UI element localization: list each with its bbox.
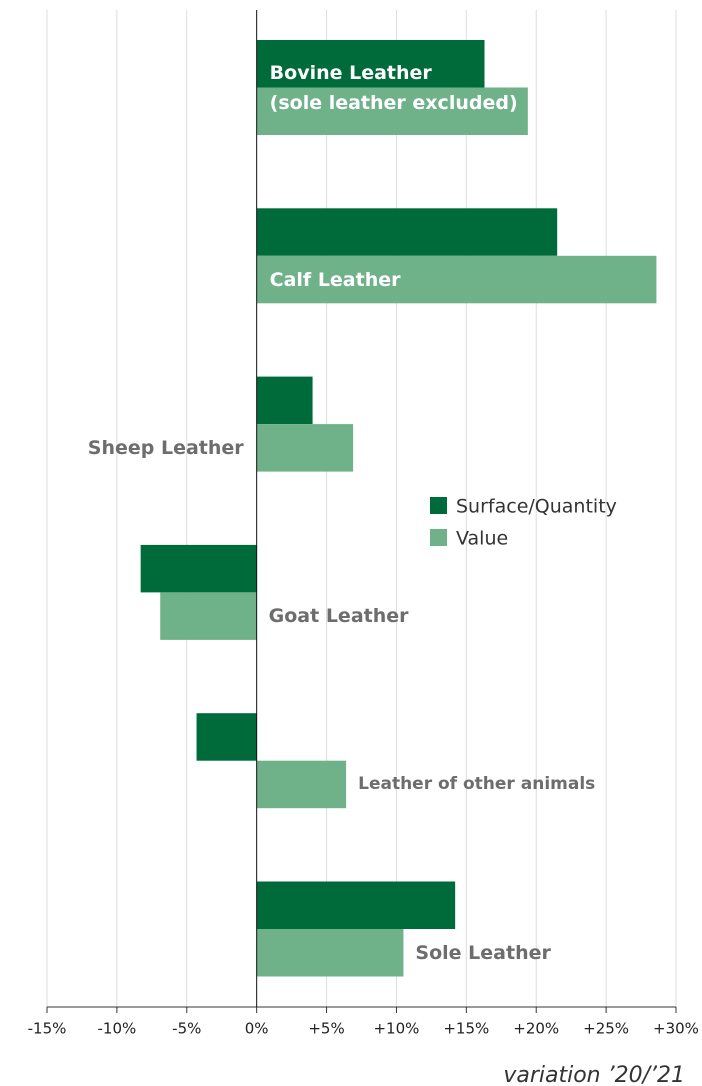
bar: [140, 544, 257, 593]
bar: [256, 255, 657, 304]
x-tick-label: +30%: [653, 1020, 699, 1038]
category-label: Leather of other animals: [358, 774, 596, 795]
bar: [256, 87, 528, 135]
x-tick-label: +20%: [513, 1020, 559, 1038]
category-label: Calf Leather: [269, 268, 401, 291]
bar: [256, 40, 485, 88]
x-tick-label: -10%: [98, 1020, 137, 1038]
bar: [256, 881, 456, 929]
x-tick-label: +15%: [443, 1020, 489, 1038]
bar: [256, 424, 354, 472]
x-tick-label: +10%: [373, 1020, 419, 1038]
x-tick-label: +25%: [583, 1020, 629, 1038]
x-axis-label: variation ’20/’21: [503, 1063, 685, 1086]
bar: [256, 376, 313, 425]
x-tick-label: 0%: [245, 1020, 269, 1038]
category-label: Goat Leather: [268, 605, 409, 628]
legend-swatch: [430, 529, 447, 546]
category-label: Sole Leather: [415, 941, 551, 964]
bar: [256, 929, 404, 977]
legend-label: Surface/Quantity: [456, 496, 617, 518]
bar: [256, 208, 558, 256]
bar: [160, 592, 257, 640]
bar: [256, 760, 347, 809]
category-label: Sheep Leather: [87, 436, 244, 459]
category-label: Bovine Leather (sole leather excluded): [269, 61, 518, 114]
legend-label: Value: [456, 528, 508, 550]
x-tick-label: -5%: [172, 1020, 201, 1038]
bar: [196, 713, 257, 761]
x-tick-label: +5%: [308, 1020, 344, 1038]
x-tick-label: -15%: [28, 1020, 67, 1038]
legend-swatch: [430, 497, 447, 514]
